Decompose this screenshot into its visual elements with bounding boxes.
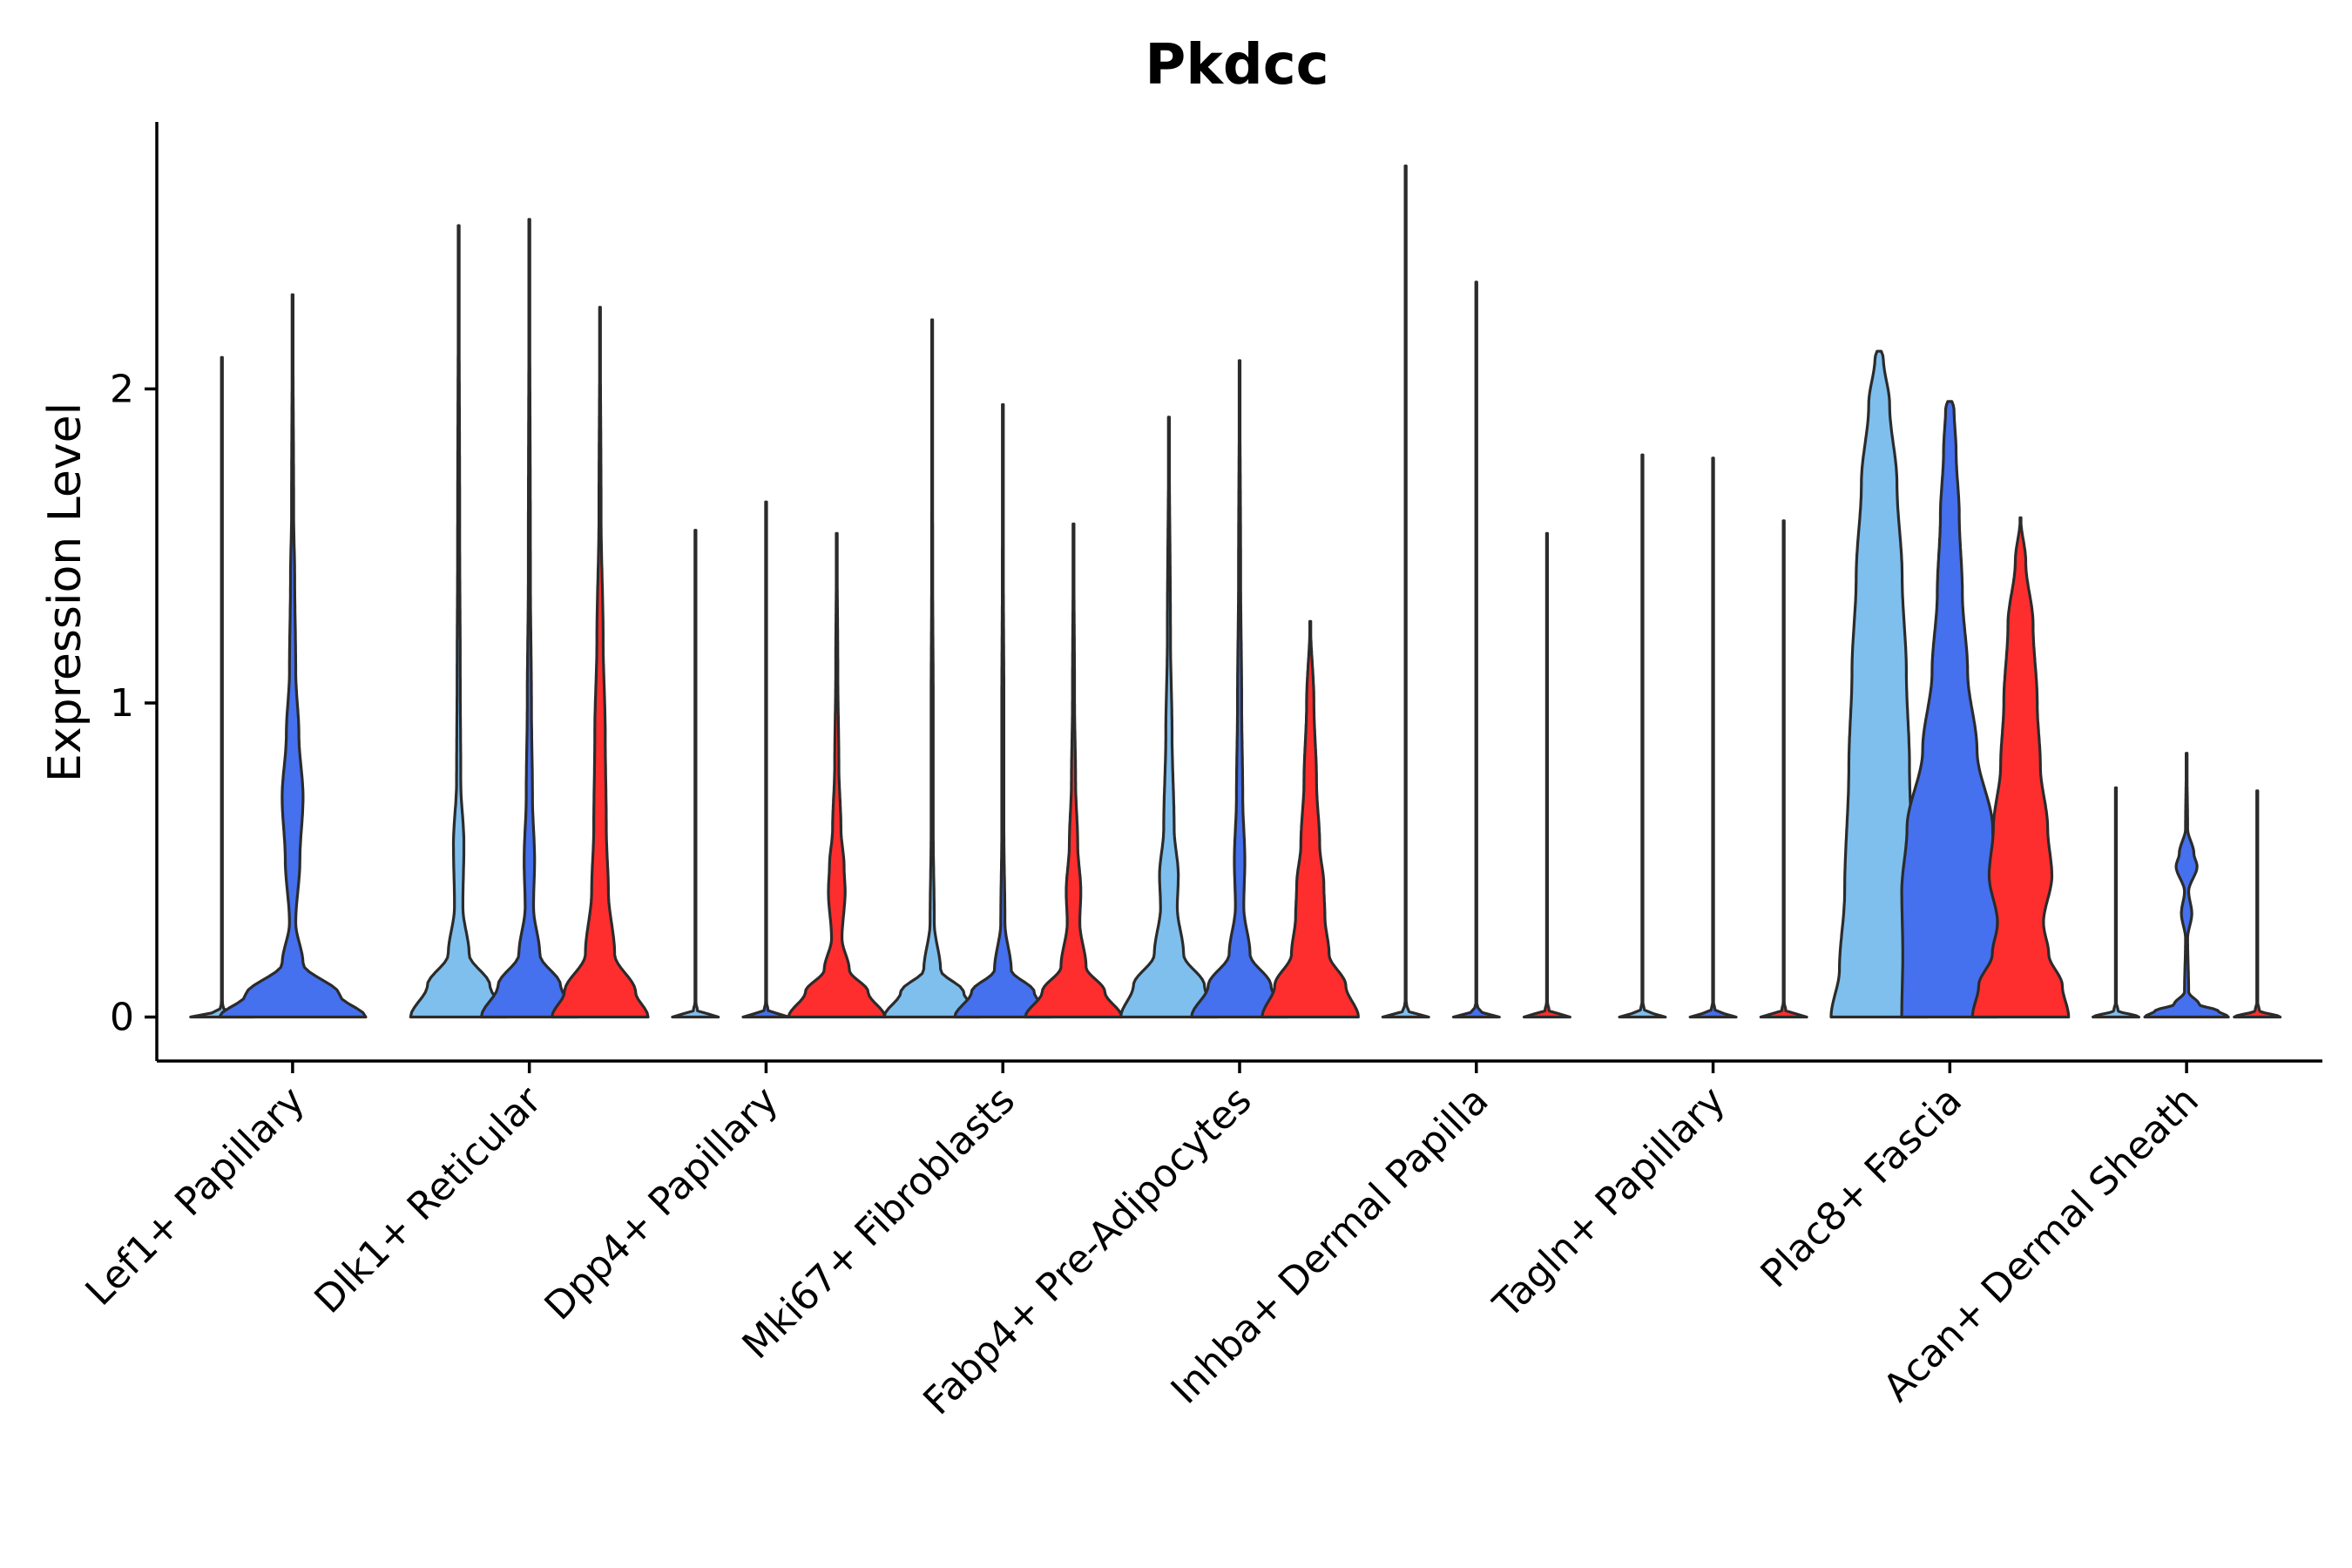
x-tick-label: Tagln+ Papillary xyxy=(1484,1078,1734,1328)
violin-dlk1-reticular-group3 xyxy=(551,306,650,1019)
x-tick-label: Mki67+ Fibroblasts xyxy=(734,1078,1024,1368)
violin-lef1-papillary-group1 xyxy=(189,355,255,1019)
violin-inhba-dermal-papilla-group3 xyxy=(1522,531,1571,1019)
violin-plac8-fascia-group2 xyxy=(1900,400,2000,1019)
violin-acan-dermal-sheath-group2 xyxy=(2143,752,2230,1019)
violin-fabp4-pre-adipocytes-group3 xyxy=(1260,619,1360,1019)
violin-tagln-papillary-group2 xyxy=(1688,456,1738,1019)
violin-plac8-fascia-group1 xyxy=(1829,349,1929,1019)
y-tick-label: 2 xyxy=(110,367,134,411)
violin-group xyxy=(189,164,2282,1019)
violin-dlk1-reticular-group2 xyxy=(479,218,579,1019)
violin-acan-dermal-sheath-group1 xyxy=(2092,786,2140,1019)
y-axis-ticks: 0 1 2 xyxy=(110,367,157,1040)
violin-tagln-papillary-group1 xyxy=(1618,453,1667,1019)
violin-inhba-dermal-papilla-group2 xyxy=(1451,280,1501,1019)
violin-mki67-fibroblasts-group3 xyxy=(1024,522,1124,1019)
violin-lef1-papillary-group2 xyxy=(218,293,368,1019)
x-tick-label: Dpp4+ Papillary xyxy=(537,1078,787,1329)
violin-dlk1-reticular-group1 xyxy=(409,224,509,1019)
violin-mki67-fibroblasts-group1 xyxy=(882,318,982,1019)
violin-tagln-papillary-group3 xyxy=(1759,519,1808,1019)
x-tick-label: Plac8+ Fascia xyxy=(1753,1078,1971,1297)
violin-dpp4-papillary-group1 xyxy=(671,529,720,1019)
violin-mki67-fibroblasts-group2 xyxy=(953,402,1052,1019)
y-tick-label: 1 xyxy=(110,681,134,726)
violin-dpp4-papillary-group2 xyxy=(741,500,791,1019)
x-tick-label: Dlk1+ Reticular xyxy=(306,1078,551,1322)
y-axis-label: Expression Level xyxy=(39,402,91,782)
violin-fabp4-pre-adipocytes-group1 xyxy=(1119,416,1219,1019)
violin-inhba-dermal-papilla-group1 xyxy=(1381,164,1430,1019)
violin-fabp4-pre-adipocytes-group2 xyxy=(1190,359,1289,1019)
violin-acan-dermal-sheath-group3 xyxy=(2233,789,2282,1019)
y-tick-label: 0 xyxy=(110,996,134,1040)
violin-dpp4-papillary-group3 xyxy=(787,531,887,1019)
chart-title: Pkdcc xyxy=(1145,33,1328,98)
violin-plac8-fascia-group3 xyxy=(1970,516,2071,1019)
x-tick-label: Lef1+ Papillary xyxy=(78,1078,314,1315)
